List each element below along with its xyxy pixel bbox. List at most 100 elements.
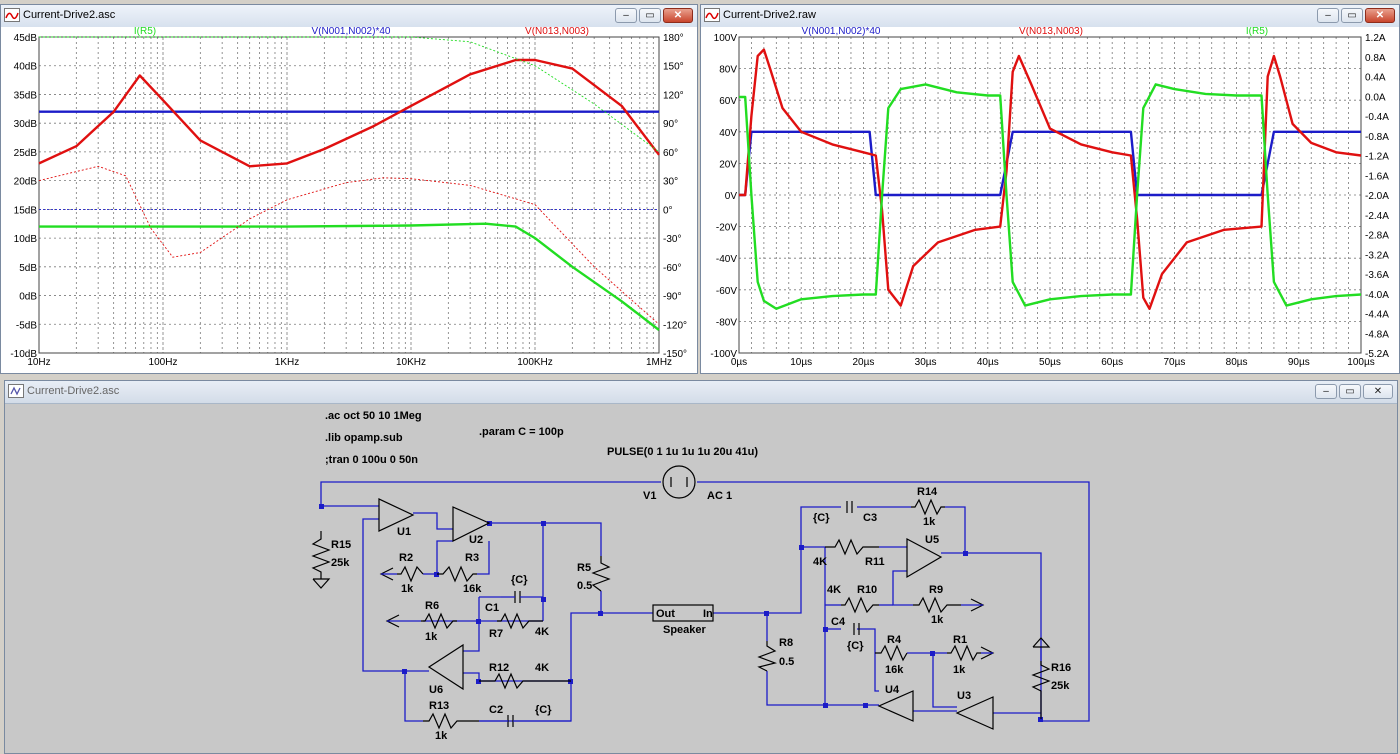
y-left-tick-label: -100V	[710, 349, 737, 360]
label-r15-value: 25k	[331, 557, 350, 569]
source-ac: AC 1	[707, 490, 732, 502]
tick-labels: 0µs 10µs 20µs 30µs 40µs 50µs 60µs 70µs 80µs 90µs 1…	[710, 33, 1389, 368]
x-tick-label: 60µs	[1101, 357, 1123, 368]
label-u5: U5	[925, 534, 939, 546]
maximize-button[interactable]: ▭	[1339, 384, 1361, 399]
y-left-tick-label: 35dB	[14, 90, 38, 101]
y-left-tick-label: -5dB	[16, 320, 37, 331]
legend-item: V(N001,N002)*40	[312, 27, 391, 37]
close-button[interactable]: ✕	[1363, 384, 1393, 399]
label-c2-value: {C}	[535, 704, 552, 716]
y-left-tick-label: 80V	[719, 65, 737, 76]
y-left-tick-label: -10dB	[10, 349, 37, 360]
y-right-tick-label: 0.0A	[1365, 92, 1386, 103]
label-r8-value: 0.5	[779, 656, 794, 668]
label-r6-value: 1k	[425, 631, 438, 643]
speaker-in: In	[703, 608, 713, 620]
y-right-tick-label: -4.4A	[1365, 310, 1389, 321]
speaker-out: Out	[656, 608, 675, 620]
legend: V(N001,N002)*40 V(N013,N003) I(R5)	[802, 27, 1269, 37]
junctions	[319, 504, 1043, 722]
maximize-button[interactable]: ▭	[1341, 8, 1363, 23]
label-c1: C1	[485, 602, 499, 614]
directive-lib: .lib opamp.sub	[325, 432, 403, 444]
label-u4: U4	[885, 684, 900, 696]
label-r4-value: 16k	[885, 664, 904, 676]
minimize-button[interactable]: –	[615, 8, 637, 23]
y-right-tick-label: -1.6A	[1365, 171, 1389, 182]
waveform-icon	[704, 8, 720, 22]
title-bar[interactable]: Current-Drive2.raw – ▭ ✕	[701, 5, 1399, 28]
y-right-tick-label: -0.4A	[1365, 112, 1389, 123]
maximize-icon: ▭	[645, 10, 655, 21]
label-r8: R8	[779, 637, 793, 649]
y-left-tick-label: 45dB	[14, 33, 38, 44]
series-line-i-r5-	[39, 222, 660, 331]
label-r15: R15	[331, 539, 351, 551]
label-r7: R7	[489, 628, 503, 640]
minimize-button[interactable]: –	[1315, 384, 1337, 399]
tran-plot[interactable]: 0µs 10µs 20µs 30µs 40µs 50µs 60µs 70µs 80µs 90µs 1…	[701, 27, 1399, 373]
y-right-tick-label: -3.2A	[1365, 250, 1389, 261]
y-right-tick-label: -5.2A	[1365, 349, 1389, 360]
legend-item: V(N013,N003)	[1019, 27, 1083, 37]
label-r10: R10	[857, 584, 877, 596]
y-right-tick-label: 0.4A	[1365, 73, 1386, 84]
param-directive: .param C = 100p	[479, 426, 564, 438]
y-left-tick-label: 100V	[714, 33, 738, 44]
waveform-icon	[4, 8, 20, 22]
x-tick-label: 80µs	[1226, 357, 1248, 368]
y-right-tick-label: 60°	[663, 148, 678, 159]
plot-background	[1, 27, 697, 373]
y-right-tick-label: 30°	[663, 177, 678, 188]
minimize-icon: –	[1323, 386, 1329, 397]
y-right-tick-label: 0.8A	[1365, 53, 1386, 64]
y-left-tick-label: 0dB	[19, 292, 37, 303]
label-c3: C3	[863, 512, 877, 524]
y-right-tick-label: -30°	[663, 234, 681, 245]
minimize-icon: –	[623, 10, 629, 21]
label-r3-value: 16k	[463, 583, 482, 595]
ac-plot[interactable]: 10Hz 100Hz 1KHz 10KHz 100KHz 1MHz 45dB 40dB 35dB…	[1, 27, 697, 373]
y-right-tick-label: -4.8A	[1365, 329, 1389, 340]
y-right-tick-label: 180°	[663, 33, 684, 44]
legend-item: V(N013,N003)	[525, 27, 589, 37]
label-r12: R12	[489, 662, 509, 674]
close-icon: ✕	[673, 10, 683, 21]
label-r5-value: 0.5	[577, 580, 592, 592]
label-u3: U3	[957, 690, 971, 702]
y-left-tick-label: 20V	[719, 159, 737, 170]
y-left-tick-label: -60V	[716, 286, 737, 297]
y-right-tick-label: 150°	[663, 62, 684, 73]
y-right-tick-label: -1.2A	[1365, 152, 1389, 163]
y-right-tick-label: -60°	[663, 263, 681, 274]
close-button[interactable]: ✕	[1365, 8, 1395, 23]
label-c2: C2	[489, 704, 503, 716]
source-name: V1	[643, 490, 656, 502]
maximize-button[interactable]: ▭	[639, 8, 661, 23]
close-button[interactable]: ✕	[663, 8, 693, 23]
label-r7-value: 4K	[535, 626, 549, 638]
schematic-canvas[interactable]: .ac oct 50 10 1Meg .lib opamp.sub ;tran …	[5, 403, 1397, 753]
series-line-i-r5-	[739, 83, 1362, 310]
y-left-tick-label: 40dB	[14, 62, 38, 73]
close-icon: ✕	[1375, 10, 1385, 21]
minimize-button[interactable]: –	[1317, 8, 1339, 23]
x-tick-label: 70µs	[1163, 357, 1185, 368]
label-c1-value: {C}	[511, 574, 528, 586]
label-u2: U2	[469, 534, 483, 546]
label-c4: C4	[831, 616, 846, 628]
y-left-tick-label: 15dB	[14, 205, 38, 216]
x-tick-label: 90µs	[1288, 357, 1310, 368]
title-bar[interactable]: Current-Drive2.asc – ▭ ✕	[5, 381, 1397, 404]
x-tick-label: 10µs	[790, 357, 812, 368]
x-tick-label: 50µs	[1039, 357, 1061, 368]
label-r1: R1	[953, 634, 967, 646]
title-bar[interactable]: Current-Drive2.asc – ▭ ✕	[1, 5, 697, 28]
y-right-tick-label: 90°	[663, 119, 678, 130]
x-tick-label: 0µs	[731, 357, 747, 368]
directive-ac: .ac oct 50 10 1Meg	[325, 410, 422, 422]
x-tick-label: 40µs	[977, 357, 999, 368]
x-tick-label: 100µs	[1347, 357, 1374, 368]
schematic-icon	[8, 384, 24, 398]
